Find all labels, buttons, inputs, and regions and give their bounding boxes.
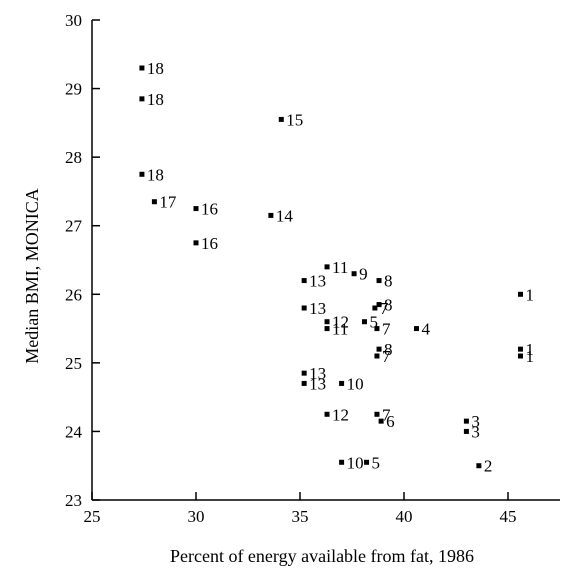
data-point-label: 4 xyxy=(421,320,430,339)
data-point xyxy=(476,463,482,469)
data-point xyxy=(517,346,523,352)
data-point xyxy=(372,305,378,311)
data-point xyxy=(374,411,380,417)
y-tick-label: 28 xyxy=(65,148,82,167)
x-tick-label: 25 xyxy=(84,507,101,526)
data-point-label: 9 xyxy=(359,265,368,284)
y-axis-label: Median BMI, MONICA xyxy=(22,188,42,364)
y-tick-label: 23 xyxy=(65,491,82,510)
data-point-label: 3 xyxy=(471,412,480,431)
data-point-label: 7 xyxy=(382,405,391,424)
data-point xyxy=(193,240,199,246)
data-point-label: 11 xyxy=(332,320,348,339)
data-point-label: 13 xyxy=(309,272,326,291)
data-point xyxy=(463,428,469,434)
data-point xyxy=(376,346,382,352)
y-tick-label: 30 xyxy=(65,11,82,30)
data-point xyxy=(324,326,330,332)
data-point-label: 7 xyxy=(382,347,391,366)
data-point xyxy=(151,199,157,205)
data-point-label: 13 xyxy=(309,374,326,393)
data-point-label: 5 xyxy=(372,453,381,472)
x-tick-label: 45 xyxy=(500,507,517,526)
y-tick-label: 24 xyxy=(65,422,83,441)
y-tick-label: 27 xyxy=(65,217,83,236)
x-tick-label: 40 xyxy=(396,507,413,526)
data-point-label: 18 xyxy=(147,90,164,109)
data-point-label: 11 xyxy=(332,258,348,277)
x-ticks: 25 30 35 40 45 xyxy=(84,492,517,526)
data-point-label: 7 xyxy=(380,299,389,318)
data-point xyxy=(361,319,367,325)
data-point xyxy=(413,326,419,332)
data-point xyxy=(517,291,523,297)
data-point xyxy=(374,353,380,359)
data-point-label: 12 xyxy=(332,405,349,424)
data-point-label: 16 xyxy=(201,200,218,219)
data-point xyxy=(139,65,145,71)
data-point xyxy=(301,278,307,284)
data-point-label: 10 xyxy=(347,374,364,393)
data-point xyxy=(374,326,380,332)
data-point xyxy=(378,418,384,424)
y-tick-label: 29 xyxy=(65,80,82,99)
data-point-label: 7 xyxy=(382,320,391,339)
data-point-label: 18 xyxy=(147,165,164,184)
data-point xyxy=(301,380,307,386)
data-point-label: 3 xyxy=(471,422,480,441)
data-point xyxy=(278,116,284,122)
data-point-label: 18 xyxy=(147,59,164,78)
data-point xyxy=(301,305,307,311)
data-point xyxy=(324,319,330,325)
data-point-label: 8 xyxy=(384,340,393,359)
data-point-label: 15 xyxy=(286,110,303,129)
x-tick-label: 35 xyxy=(292,507,309,526)
x-tick-label: 30 xyxy=(188,507,205,526)
data-point xyxy=(351,271,357,277)
data-point xyxy=(376,302,382,308)
data-point-label: 13 xyxy=(309,299,326,318)
data-point xyxy=(517,353,523,359)
data-point-label: 5 xyxy=(369,313,378,332)
data-point xyxy=(139,96,145,102)
data-point-label: 12 xyxy=(332,313,349,332)
data-point xyxy=(324,264,330,270)
y-tick-label: 26 xyxy=(65,285,82,304)
data-point-label: 2 xyxy=(484,457,493,476)
data-point-label: 17 xyxy=(159,193,177,212)
data-point xyxy=(376,278,382,284)
y-ticks: 23 24 25 26 27 28 29 30 xyxy=(65,11,100,510)
data-point-label: 6 xyxy=(386,412,395,431)
data-point xyxy=(339,380,345,386)
data-point-label: 1 xyxy=(525,347,534,366)
data-point-label: 8 xyxy=(384,296,393,315)
data-point xyxy=(364,459,370,465)
data-point-label: 10 xyxy=(347,453,364,472)
data-point-label: 1 xyxy=(525,340,534,359)
data-point xyxy=(193,206,199,212)
x-axis-label: Percent of energy available from fat, 19… xyxy=(170,546,474,566)
data-point xyxy=(463,418,469,424)
data-point xyxy=(139,171,145,177)
data-point xyxy=(339,459,345,465)
data-point-label: 1 xyxy=(525,285,534,304)
data-point-label: 14 xyxy=(276,206,294,225)
data-point-label: 16 xyxy=(201,234,218,253)
data-point xyxy=(324,411,330,417)
data-point-label: 13 xyxy=(309,364,326,383)
data-point-label: 8 xyxy=(384,272,393,291)
data-point xyxy=(301,370,307,376)
y-tick-label: 25 xyxy=(65,354,82,373)
data-point xyxy=(268,212,274,218)
